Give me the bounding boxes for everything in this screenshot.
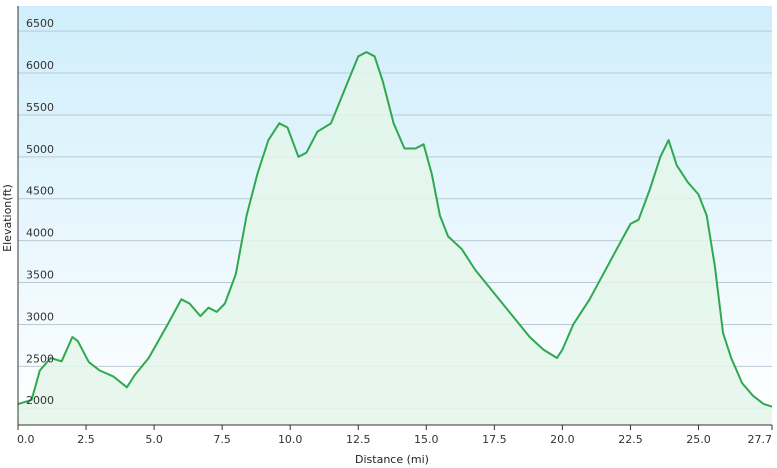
y-tick-label: 2000	[26, 394, 54, 407]
y-tick-label: 5500	[26, 101, 54, 114]
series-area	[17, 51, 773, 425]
y-tick-label: 3500	[26, 269, 54, 282]
x-tick-label: 15.0	[414, 433, 439, 446]
x-tick-label: 27.7	[748, 433, 773, 446]
x-tick-label: 5.0	[145, 433, 163, 446]
y-tick-label: 2500	[26, 352, 54, 365]
y-tick-label: 6000	[26, 59, 54, 72]
y-tick-label: 4000	[26, 227, 54, 240]
y-tick-labels: 2000 2500 3000 3500 4000 4500 5000 5500 6000 6500	[26, 17, 54, 407]
x-tick-label: 17.5	[482, 433, 507, 446]
x-tick-label: 25.0	[686, 433, 711, 446]
x-tick-label: 20.0	[550, 433, 575, 446]
x-axis-title: Distance (mi)	[355, 453, 429, 466]
x-tick-labels: 0.0 2.5 5.0 7.5 10.0 12.5 15.0 17.5 20.0 22.5 25.0…	[17, 433, 772, 446]
x-tick-label: 2.5	[77, 433, 95, 446]
x-tick-label: 12.5	[346, 433, 371, 446]
x-tick-label: 0.0	[17, 433, 35, 446]
y-axis-title: Elevation(ft)	[1, 184, 14, 252]
x-tick-label: 10.0	[278, 433, 303, 446]
y-tick-label: 4500	[26, 185, 54, 198]
axes	[17, 6, 773, 430]
x-tick-label: 7.5	[213, 433, 231, 446]
x-tick-label: 22.5	[618, 433, 643, 446]
y-tick-label: 6500	[26, 17, 54, 30]
y-tick-label: 5000	[26, 143, 54, 156]
y-tick-label: 3000	[26, 310, 54, 323]
series-fill	[18, 52, 772, 425]
series-line	[17, 51, 773, 408]
